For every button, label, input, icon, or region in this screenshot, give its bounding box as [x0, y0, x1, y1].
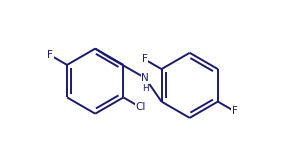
Text: Cl: Cl [135, 102, 146, 112]
Text: N: N [141, 73, 149, 83]
Text: F: F [47, 50, 53, 60]
Text: H: H [142, 84, 148, 93]
Text: F: F [142, 54, 148, 64]
Text: F: F [232, 106, 238, 116]
